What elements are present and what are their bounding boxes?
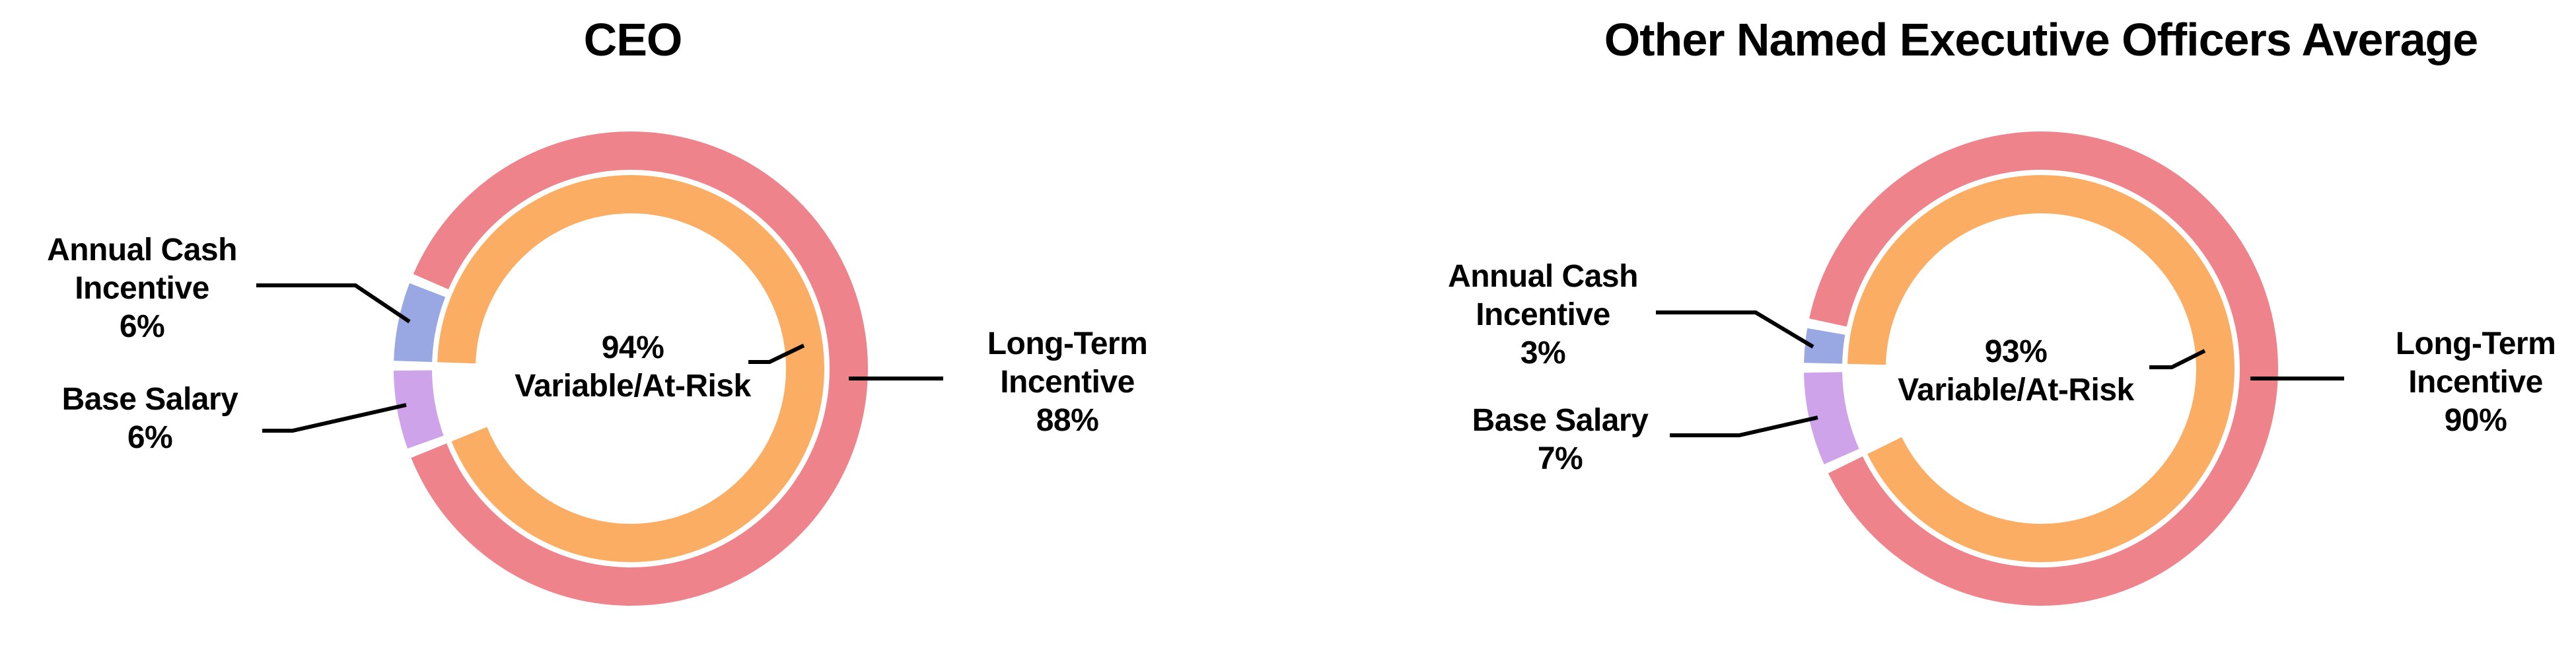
label-line: Base Salary: [61, 382, 238, 417]
inner-ring-variable-at-risk-arc: [1847, 175, 2235, 562]
label-pct: 6%: [127, 420, 173, 455]
segment-annual-cash-incentive-arc: [1804, 328, 1845, 365]
label-line: Base Salary: [1472, 403, 1649, 438]
label-long-term-incentive: Long-Term Incentive 88%: [935, 325, 1199, 440]
inner-ring-variable-at-risk-arc: [437, 175, 824, 562]
center-text: Variable/At-Risk: [1898, 373, 2134, 408]
label-long-term-incentive: Long-Term Incentive 90%: [2343, 325, 2576, 440]
label-base-salary: Base Salary 6%: [8, 380, 292, 457]
label-line: Incentive: [1476, 297, 1610, 332]
label-pct: 90%: [2444, 403, 2507, 438]
chart-title: Other Named Executive Officers Average: [1604, 14, 2478, 65]
leader-line-base-salary: [262, 403, 407, 433]
label-annual-cash-incentive: Annual Cash Incentive 6%: [0, 231, 284, 346]
center-text: Variable/At-Risk: [515, 369, 751, 404]
label-line: Incentive: [75, 271, 209, 306]
label-pct: 88%: [1036, 403, 1099, 438]
label-line: Long-Term: [987, 326, 1148, 361]
label-center-variable-at-risk: 94% Variable/At-Risk: [435, 329, 831, 406]
label-line: Annual Cash: [1448, 259, 1638, 294]
leader-line-base-salary: [1670, 415, 1818, 437]
label-line: Long-Term: [2395, 326, 2556, 361]
label-pct: 3%: [1520, 336, 1566, 371]
label-annual-cash-incentive: Annual Cash Incentive 3%: [1401, 258, 1685, 373]
segment-base-salary-arc: [394, 370, 444, 449]
leader-line-center: [748, 343, 805, 364]
leader-line-center: [2149, 349, 2206, 369]
label-pct: 7%: [1537, 441, 1583, 476]
chart-title: CEO: [583, 14, 683, 65]
segment-annual-cash-incentive-arc: [394, 283, 446, 363]
label-pct: 6%: [119, 309, 165, 344]
leader-line-annual-cash-incentive: [256, 283, 411, 324]
label-base-salary: Base Salary 7%: [1418, 402, 1702, 478]
label-line: Incentive: [1000, 365, 1135, 400]
label-line: Incentive: [2408, 365, 2543, 400]
leader-line-annual-cash-incentive: [1656, 310, 1814, 349]
center-pct: 94%: [601, 330, 664, 365]
segment-long-term-incentive-arc: [1809, 131, 2278, 606]
label-line: Annual Cash: [47, 233, 237, 268]
label-center-variable-at-risk: 93% Variable/At-Risk: [1818, 333, 2214, 410]
segment-base-salary-arc: [1804, 371, 1859, 464]
center-pct: 93%: [1984, 334, 2048, 369]
segment-long-term-incentive-arc: [411, 131, 868, 606]
